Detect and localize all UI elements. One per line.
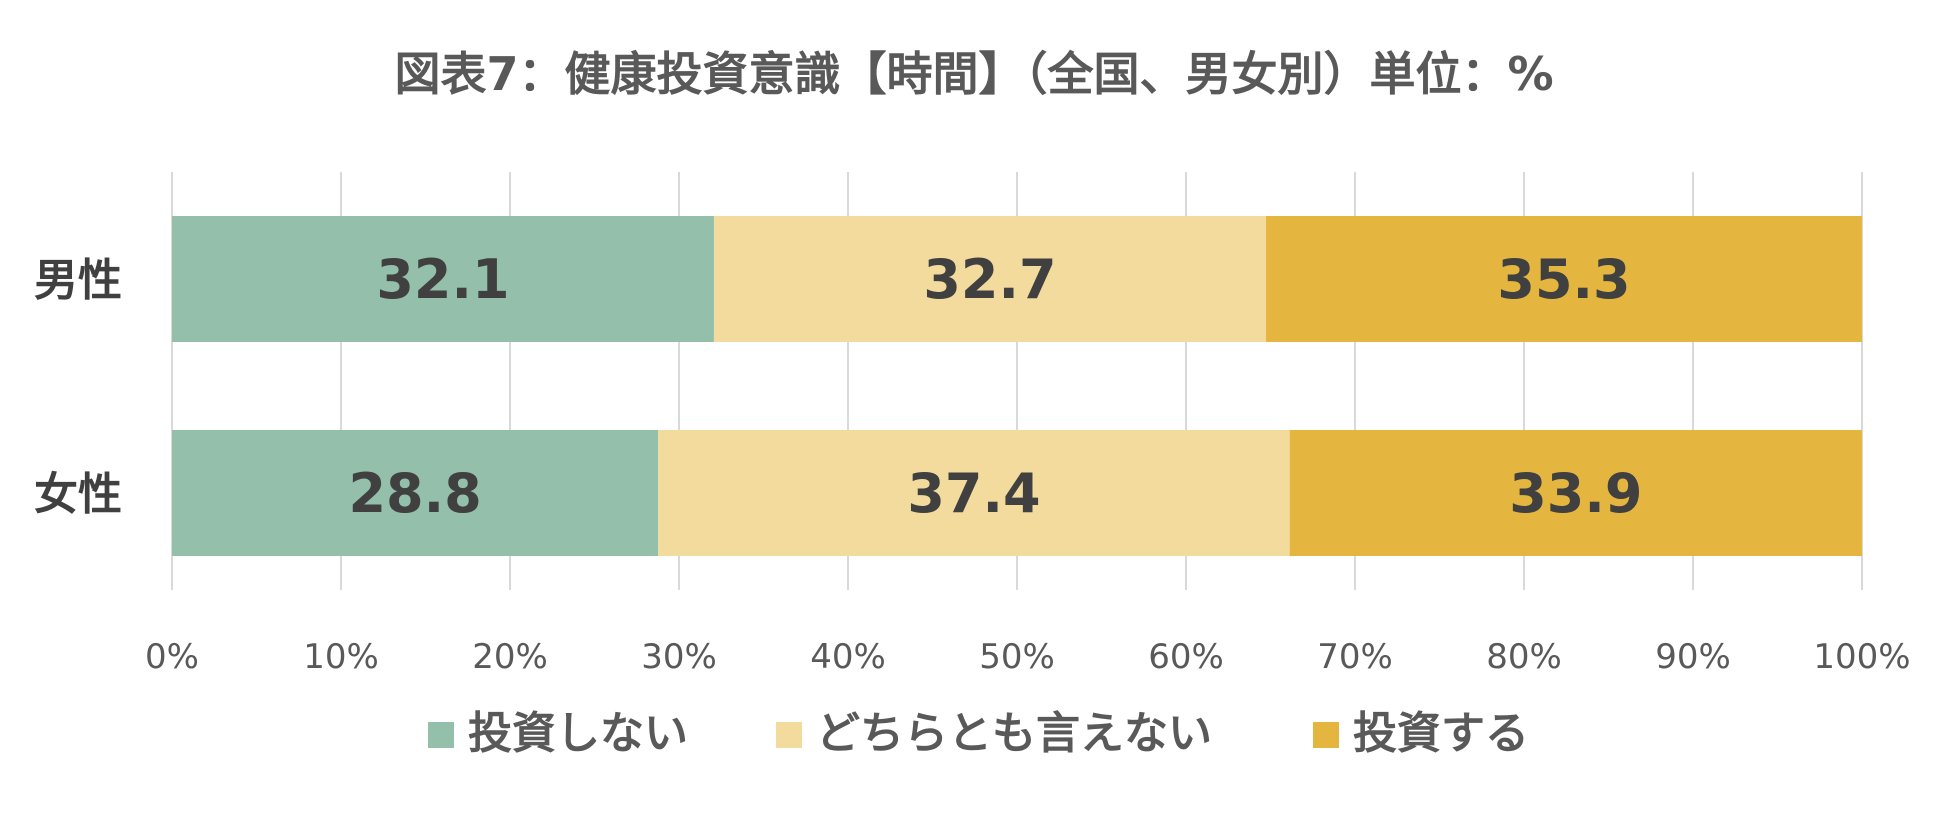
x-tick-label: 60%	[1148, 637, 1224, 677]
category-label: 男性	[34, 255, 122, 306]
category-label: 女性	[34, 469, 122, 520]
bar-segment	[1289, 430, 1862, 556]
legend-label: どちらとも言えない	[816, 708, 1212, 759]
bars	[172, 216, 1862, 556]
x-tick-label: 30%	[641, 637, 717, 677]
data-label: 33.9	[1509, 462, 1642, 525]
x-tick-label: 40%	[810, 637, 886, 677]
x-tick-label: 80%	[1486, 637, 1562, 677]
bar-segment	[172, 430, 659, 556]
x-tick-label: 0%	[145, 637, 199, 677]
legend-label: 投資しない	[468, 708, 688, 759]
x-tick-label: 70%	[1317, 637, 1393, 677]
legend-label: 投資する	[1353, 708, 1529, 759]
legend-swatch	[428, 722, 454, 748]
x-tick-label: 90%	[1655, 637, 1731, 677]
data-label: 28.8	[348, 462, 481, 525]
bar-segment	[1266, 216, 1862, 342]
x-tick-label: 10%	[303, 637, 379, 677]
legend-swatch	[1313, 722, 1339, 748]
x-tick-label: 50%	[979, 637, 1055, 677]
bar-segment	[658, 430, 1290, 556]
chart-title: 図表7：健康投資意識【時間】（全国、男女別）単位：%	[394, 47, 1553, 101]
data-label: 32.1	[376, 248, 509, 311]
x-tick-label: 20%	[472, 637, 548, 677]
data-labels: 32.1 32.7 35.3 28.8 37.4 33.9	[348, 248, 1642, 525]
data-label: 32.7	[923, 248, 1056, 311]
x-tick-label: 100%	[1813, 637, 1910, 677]
x-axis-tick-labels: 0% 10% 20% 30% 40% 50% 60% 70% 80% 90% 100%	[145, 637, 1911, 677]
legend-swatch	[776, 722, 802, 748]
bar-segment	[713, 216, 1267, 342]
data-label: 35.3	[1497, 248, 1630, 311]
legend: 投資しない どちらとも言えない 投資する	[428, 708, 1529, 759]
data-label: 37.4	[907, 462, 1040, 525]
bar-segment	[172, 216, 714, 342]
